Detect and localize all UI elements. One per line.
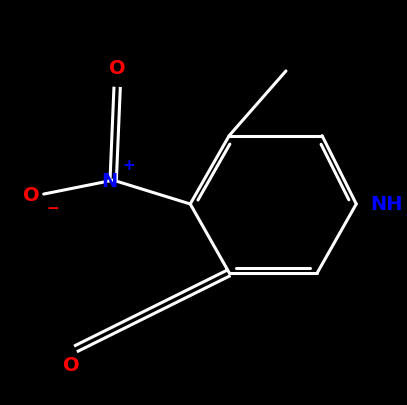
Text: O: O bbox=[109, 59, 125, 78]
Text: O: O bbox=[23, 185, 40, 204]
Text: +: + bbox=[122, 158, 135, 173]
Text: NH: NH bbox=[370, 195, 403, 214]
Text: N: N bbox=[101, 171, 117, 190]
Text: O: O bbox=[63, 355, 80, 374]
Text: −: − bbox=[47, 200, 59, 215]
